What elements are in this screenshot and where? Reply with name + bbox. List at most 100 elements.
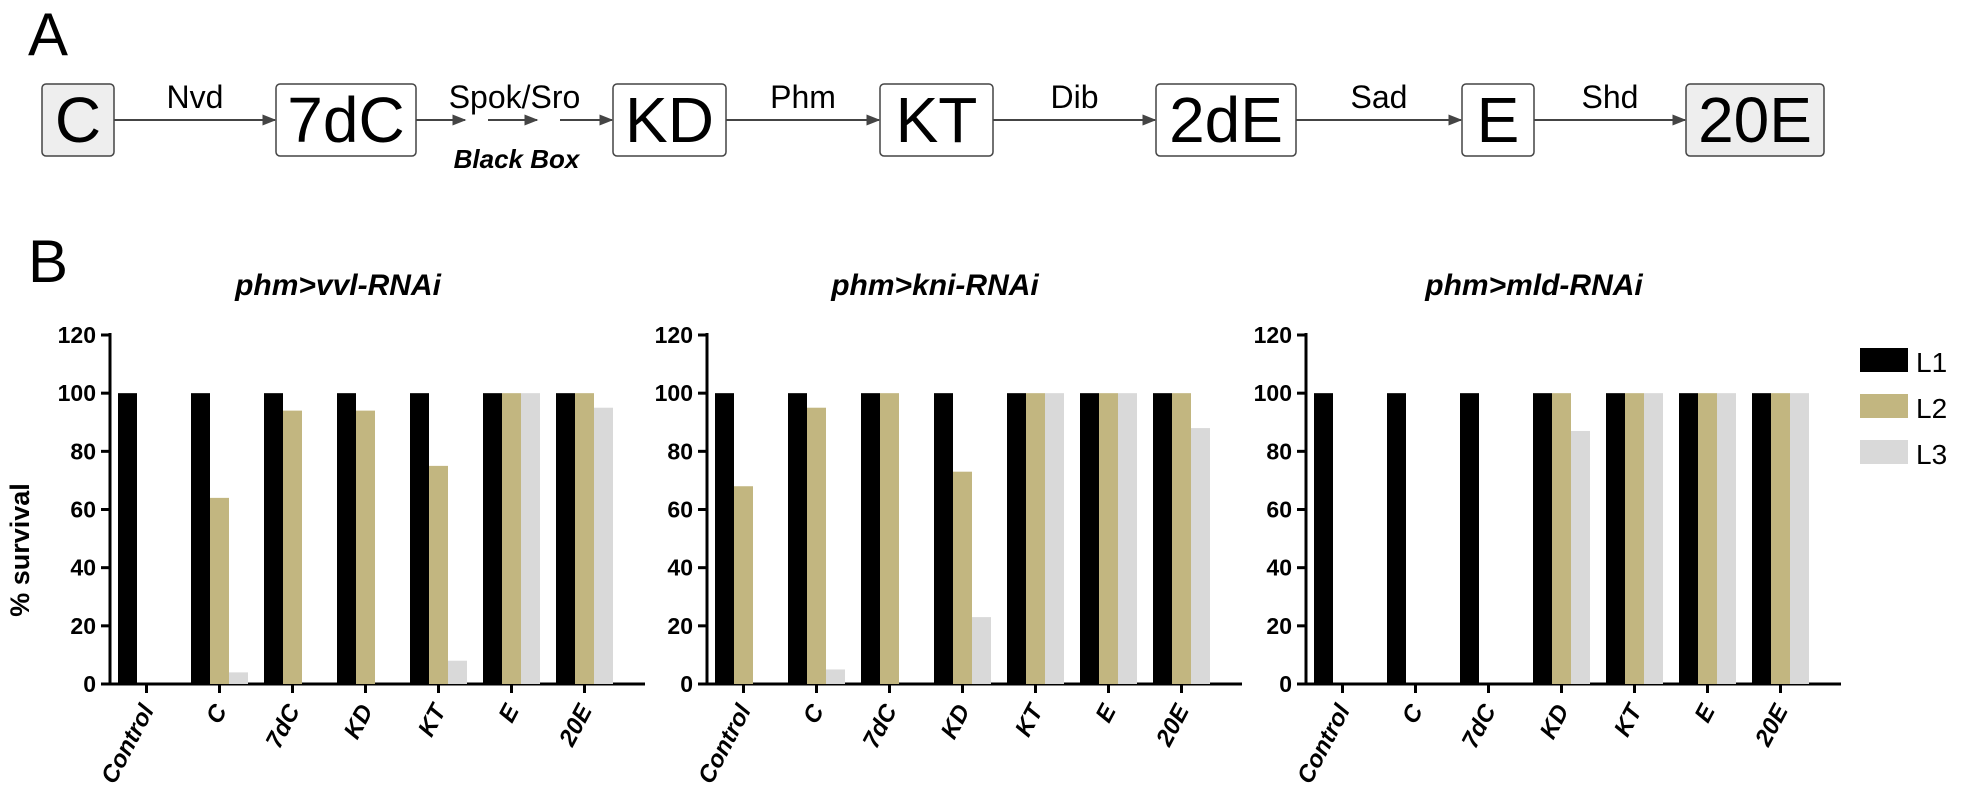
chart-title: phm>vvl-RNAi — [234, 269, 442, 302]
bar-l1 — [118, 393, 137, 684]
bar-l3 — [1191, 428, 1210, 684]
x-tick-label: KT — [1010, 698, 1050, 741]
bar-l2 — [734, 486, 753, 684]
y-tick-label: 0 — [1279, 671, 1292, 697]
bar-l1 — [191, 393, 210, 684]
bar-l1 — [1314, 393, 1333, 684]
bar-l2 — [1026, 393, 1045, 684]
bar-l1 — [1080, 393, 1099, 684]
x-tick-label: KT — [413, 698, 453, 741]
y-tick-label: 40 — [70, 555, 96, 581]
enzyme-label: Phm — [770, 79, 836, 115]
x-tick-label: KD — [1535, 700, 1575, 743]
y-tick-label: 100 — [655, 380, 693, 406]
y-tick-label: 20 — [667, 613, 693, 639]
bar-l3 — [1118, 393, 1137, 684]
y-tick-label: 100 — [58, 380, 96, 406]
node-label: C — [55, 84, 101, 156]
enzyme-label: Sad — [1351, 79, 1408, 115]
bar-l1 — [1606, 393, 1625, 684]
panel-b-letter: B — [28, 228, 68, 295]
bar-l3 — [972, 617, 991, 684]
y-tick-label: 80 — [667, 438, 693, 464]
legend-swatch-l3 — [1860, 440, 1908, 464]
bar-l1 — [1153, 393, 1172, 684]
bar-l3 — [594, 407, 613, 684]
x-tick-label: C — [798, 700, 830, 729]
bar-l3 — [1644, 393, 1663, 684]
node-label: KD — [625, 84, 714, 156]
enzyme-label: Spok/Sro — [449, 79, 581, 115]
x-tick-label: KT — [1609, 698, 1649, 741]
bar-l2 — [210, 497, 229, 684]
y-tick-label: 0 — [83, 671, 96, 697]
bar-l3 — [521, 393, 540, 684]
x-tick-label: 7dC — [1457, 700, 1502, 753]
bar-l1 — [934, 393, 953, 684]
bar-l2 — [807, 407, 826, 684]
node-label: 20E — [1698, 84, 1812, 156]
bar-l1 — [337, 393, 356, 684]
bar-l2 — [880, 393, 899, 684]
bar-l2 — [356, 410, 375, 684]
bar-l3 — [826, 669, 845, 684]
bar-l3 — [1571, 430, 1590, 684]
bar-l2 — [1625, 393, 1644, 684]
legend-label: L1 — [1916, 347, 1947, 378]
bar-l2 — [283, 410, 302, 684]
node-label: 7dC — [287, 84, 404, 156]
ecdysone-pathway-diagram: C 7dC KD KT 2dE E 20E Nvd Black Box Spok/Sro Phm Di… — [41, 79, 1825, 174]
bar-l2 — [1771, 393, 1790, 684]
y-tick-label: 80 — [70, 438, 96, 464]
bar-l1 — [861, 393, 880, 684]
y-tick-label: 120 — [58, 322, 96, 348]
x-tick-label: 20E — [553, 699, 598, 751]
node-label: E — [1477, 84, 1520, 156]
y-tick-label: 60 — [667, 497, 693, 523]
x-tick-label: 20E — [1749, 699, 1794, 751]
chart-1: phm>vvl-RNAi 0 20 40 60 80 100 120 Control C 7dC KD… — [58, 269, 645, 788]
survival-charts: phm>vvl-RNAi 0 20 40 60 80 100 120 Control C 7dC KD… — [58, 269, 1841, 788]
y-tick-label: 20 — [70, 613, 96, 639]
node-label: 2dE — [1169, 84, 1283, 156]
legend-swatch-l1 — [1860, 348, 1908, 372]
bar-l1 — [410, 393, 429, 684]
bar-l1 — [1752, 393, 1771, 684]
legend-swatch-l2 — [1860, 394, 1908, 418]
chart-3: phm>mld-RNAi 0 20 40 60 80 100 120 Control C 7dC KD… — [1254, 269, 1841, 788]
bar-l2 — [429, 465, 448, 684]
y-tick-label: 40 — [667, 555, 693, 581]
y-tick-label: 60 — [70, 497, 96, 523]
bar-l3 — [229, 672, 248, 684]
bar-l2 — [502, 393, 521, 684]
x-tick-label: E — [493, 699, 525, 727]
y-axis-label: % survival — [5, 483, 35, 617]
bar-l1 — [1460, 393, 1479, 684]
y-tick-label: 120 — [1254, 322, 1292, 348]
bar-l2 — [1099, 393, 1118, 684]
y-tick-label: 20 — [1266, 613, 1292, 639]
bar-l2 — [1552, 393, 1571, 684]
bar-l1 — [1387, 393, 1406, 684]
enzyme-label: Nvd — [167, 79, 224, 115]
bar-l2 — [953, 471, 972, 684]
y-tick-label: 100 — [1254, 380, 1292, 406]
panel-a-letter: A — [28, 1, 68, 68]
enzyme-label: Dib — [1050, 79, 1098, 115]
bar-l1 — [1533, 393, 1552, 684]
y-tick-label: 0 — [680, 671, 693, 697]
x-tick-label: E — [1689, 699, 1721, 727]
legend: L1 L2 L3 — [1860, 347, 1947, 470]
x-tick-label: Control — [1292, 699, 1357, 788]
bar-l3 — [1790, 393, 1809, 684]
chart-title: phm>kni-RNAi — [830, 269, 1039, 302]
x-tick-label: E — [1090, 699, 1122, 727]
bar-l1 — [1679, 393, 1698, 684]
bar-l1 — [483, 393, 502, 684]
x-tick-label: Control — [693, 699, 758, 788]
x-tick-label: 7dC — [261, 700, 306, 753]
y-tick-label: 120 — [655, 322, 693, 348]
bar-l2 — [575, 393, 594, 684]
bar-l3 — [448, 660, 467, 684]
